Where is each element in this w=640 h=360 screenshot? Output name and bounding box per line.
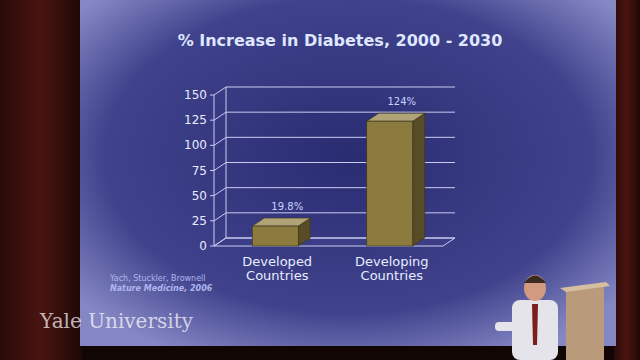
tick-label: 50 [192,189,207,203]
presenter-shirt [512,300,558,360]
tick [210,95,214,96]
category-label: DevelopingCountries [355,254,429,283]
grid-line-side [214,87,226,95]
bar-top [252,218,310,226]
presenter [495,275,558,360]
grid-line-side [214,137,226,145]
tick-label: 0 [199,239,207,253]
tick-label: 75 [192,164,207,178]
category-line: Countries [246,268,309,283]
source-note: Nature Medicine, 2006 [110,284,213,293]
grid-line-side [214,213,226,221]
tick [210,195,214,196]
title: % Increase in Diabetes, 2000 - 2030 [178,31,503,50]
tick-label: 150 [184,88,207,102]
presenter-head [524,275,546,301]
tick [210,246,214,247]
grid-line-side [214,188,226,196]
podium-top [560,282,610,292]
category-line: Developing [355,254,429,269]
curtain-left [0,0,82,360]
bar-group [367,113,425,246]
tick-label: 125 [184,113,207,127]
grid-line-side [214,238,226,246]
bar-side [413,113,425,246]
bar [252,226,298,246]
category-line: Countries [361,268,424,283]
bar-group [252,218,310,246]
grid-line [226,112,455,113]
watermark: Yale University [39,309,194,333]
scene: % Increase in Diabetes, 2000 - 2030 0 25 50… [0,0,640,360]
tick-label: 25 [192,214,207,228]
screen [80,0,616,346]
root: % Increase in Diabetes, 2000 - 2030 0 25 50… [0,0,640,360]
grid-line-side [214,112,226,120]
tick [210,120,214,121]
grid-line-side [214,163,226,171]
presenter-tie [532,304,538,345]
presenter-hair [524,276,546,284]
data-label: 19.8% [271,201,303,212]
stage [0,0,640,360]
podium [566,284,604,360]
tick [210,145,214,146]
bars [252,113,425,246]
tick-label: 100 [184,138,207,152]
tick [210,220,214,221]
tick [210,170,214,171]
category-label: DevelopedCountries [242,254,312,283]
category-line: Developed [242,254,312,269]
presenter-arm [495,322,517,331]
grid-line [226,87,455,88]
curtain-right [614,0,640,360]
bar [367,121,413,246]
data-label: 124% [387,96,416,107]
source-note: Yach, Stuckler, Brownell [109,274,206,283]
bar-top [367,113,425,121]
